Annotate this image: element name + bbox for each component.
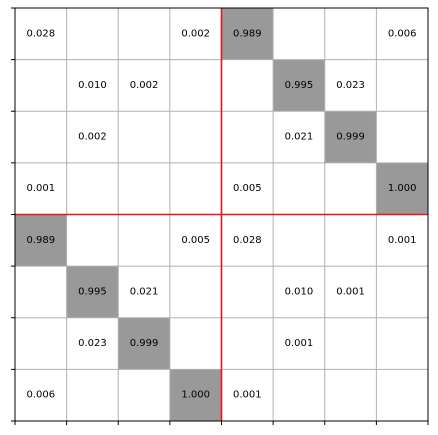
cell-value-label: 1.000 bbox=[388, 183, 417, 194]
cell-value-label: 0.002 bbox=[181, 28, 210, 39]
cell-value-label: 1.000 bbox=[181, 390, 210, 401]
highlight-cell bbox=[324, 111, 377, 163]
cell-value-label: 0.005 bbox=[181, 235, 210, 246]
cell-value-label: 0.001 bbox=[336, 286, 365, 297]
cell-value-label: 0.010 bbox=[285, 286, 314, 297]
cell-value-label: 0.023 bbox=[78, 338, 107, 349]
cell-value-label: 0.001 bbox=[285, 338, 314, 349]
cell-value-label: 0.006 bbox=[388, 28, 417, 39]
cell-value-label: 0.001 bbox=[233, 390, 262, 401]
highlight-cell bbox=[118, 317, 170, 370]
cell-value-label: 0.989 bbox=[26, 235, 55, 246]
cell-value-label: 0.028 bbox=[233, 235, 262, 246]
cell-value-label: 0.005 bbox=[233, 183, 262, 194]
cell-value-label: 0.021 bbox=[130, 286, 159, 297]
cell-value-label: 0.989 bbox=[233, 28, 262, 39]
cell-value-label: 0.002 bbox=[130, 80, 159, 91]
cell-value-label: 0.995 bbox=[285, 80, 314, 91]
cell-value-label: 0.999 bbox=[130, 338, 159, 349]
cell-value-label: 0.028 bbox=[26, 28, 55, 39]
highlight-cell bbox=[376, 162, 428, 215]
highlight-cell bbox=[15, 214, 67, 267]
highlight-cell bbox=[169, 369, 222, 421]
cell-value-label: 0.002 bbox=[78, 132, 107, 143]
cell-value-label: 0.010 bbox=[78, 80, 107, 91]
cell-value-label: 0.001 bbox=[388, 235, 417, 246]
cell-value-label: 0.023 bbox=[336, 80, 365, 91]
cell-value-label: 0.021 bbox=[285, 132, 314, 143]
cell-value-label: 0.995 bbox=[78, 286, 107, 297]
highlight-cell bbox=[66, 266, 119, 318]
cell-value-label: 0.006 bbox=[26, 390, 55, 401]
cell-value-label: 0.001 bbox=[26, 183, 55, 194]
highlight-cell bbox=[221, 8, 274, 60]
cell-value-label: 0.999 bbox=[336, 132, 365, 143]
highlight-cell bbox=[273, 59, 325, 112]
